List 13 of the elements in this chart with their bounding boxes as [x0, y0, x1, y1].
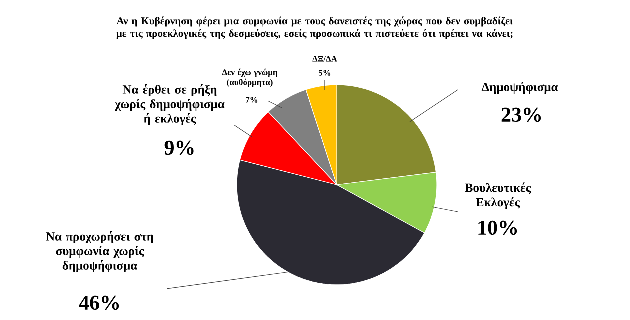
data-label: 7% — [246, 97, 258, 103]
slice-label: ΔΞ/ΔΑ — [312, 56, 338, 62]
data-label: 9% — [164, 140, 194, 156]
slice-label: Δεν έχω γνώμη (αυθόρμητα) — [222, 68, 278, 88]
data-label: 46% — [79, 296, 120, 310]
slice-label: Να έρθει σε ρήξη χωρίς δημοψήφισμα ή εκλογές — [115, 84, 225, 126]
slice-label: Δημοψήφισμα — [482, 82, 558, 94]
chart-title: Αν η Κυβέρνηση φέρει μια συμφωνία με τους δανειστές της χώρας που δεν συμβαδίζει με τις προεκλογικές της δεσμεύσεις, εσείς προσωπικά τι πιστεύετε ότι πρέπει να κάνει; — [116, 16, 514, 40]
slice-label: Να προχωρήσει στη συμφωνία χωρίς δημοψήφισμα — [46, 232, 154, 272]
data-label: 10% — [478, 220, 518, 236]
data-label: 5% — [318, 70, 331, 76]
slice-label: Βουλευτικές Εκλογές — [465, 182, 532, 210]
data-label: 23% — [502, 108, 542, 122]
